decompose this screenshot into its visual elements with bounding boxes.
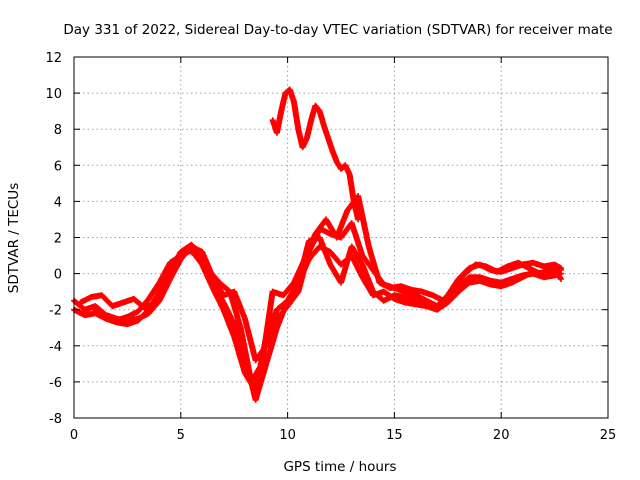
data-point	[359, 252, 376, 272]
data-point	[226, 288, 244, 330]
data-point	[92, 306, 108, 320]
data-point	[237, 324, 254, 384]
y-tick-label: -4	[49, 340, 62, 355]
data-point	[355, 193, 372, 249]
y-tick-label: 10	[45, 87, 62, 102]
data-point	[199, 261, 216, 290]
y-tick-label: -8	[49, 412, 62, 427]
data-point	[346, 171, 357, 203]
data-point	[231, 333, 248, 375]
data-point	[327, 248, 344, 267]
data-point	[252, 335, 269, 394]
data-point	[220, 299, 237, 326]
data-point	[295, 257, 312, 286]
data-series	[71, 86, 564, 403]
x-tick-label: 5	[177, 428, 185, 443]
x-tick-label: 20	[493, 428, 510, 443]
x-axis-ticks: 0 5 10 15 20 25	[70, 57, 616, 443]
data-point	[241, 315, 259, 362]
data-point	[461, 262, 478, 277]
data-point	[284, 280, 301, 304]
data-point	[455, 275, 472, 291]
data-point	[320, 122, 331, 140]
y-tick-label: -2	[49, 304, 62, 319]
data-point	[312, 217, 329, 237]
data-point	[220, 306, 237, 339]
data-point	[167, 253, 183, 266]
x-tick-label: 25	[600, 428, 617, 443]
data-point	[205, 267, 222, 285]
series-trace-e	[269, 86, 362, 223]
data-point	[455, 280, 472, 295]
data-point	[209, 285, 226, 312]
data-point	[280, 280, 297, 299]
y-tick-label: 2	[54, 232, 62, 247]
y-tick-label: 6	[54, 159, 62, 174]
data-point	[434, 300, 450, 313]
data-point	[451, 271, 468, 291]
data-point	[156, 260, 173, 286]
y-tick-label: 12	[45, 51, 62, 66]
data-point	[558, 276, 564, 282]
data-point	[348, 243, 365, 267]
data-point	[188, 247, 205, 267]
data-point	[145, 280, 162, 302]
data-point	[301, 232, 318, 263]
y-axis-label: SDTVAR / TECUs	[6, 183, 22, 293]
chart-title: Day 331 of 2022, Sidereal Day-to-day VTE…	[63, 22, 612, 38]
series-trace-d	[92, 243, 564, 394]
data-point	[135, 307, 151, 324]
data-point	[291, 99, 302, 131]
y-tick-label: 4	[54, 195, 62, 210]
data-point	[312, 102, 322, 114]
x-tick-label: 10	[279, 428, 296, 443]
data-point	[291, 257, 308, 286]
data-point	[231, 288, 248, 321]
x-axis-label: GPS time / hours	[283, 459, 396, 475]
y-axis-ticks: -8 -6 -4 -2 0 2 4 6 8 10 12	[45, 51, 608, 427]
y-tick-label: 0	[54, 268, 62, 283]
x-tick-label: 0	[70, 428, 78, 443]
data-point	[152, 280, 169, 306]
data-point	[216, 279, 232, 294]
y-tick-label: -6	[49, 376, 62, 391]
data-point	[444, 289, 461, 306]
data-point	[348, 220, 365, 258]
data-point	[325, 135, 335, 153]
data-point	[273, 298, 290, 313]
data-point	[355, 216, 362, 223]
data-point	[348, 252, 365, 279]
data-point	[98, 292, 115, 309]
data-point	[558, 267, 564, 273]
data-point	[380, 288, 397, 302]
data-point	[162, 262, 179, 286]
x-tick-label: 15	[386, 428, 403, 443]
data-point	[306, 244, 322, 263]
data-point	[440, 286, 457, 304]
data-point	[135, 296, 151, 315]
data-point	[263, 308, 280, 340]
y-tick-label: 8	[54, 123, 62, 138]
data-point	[359, 274, 376, 298]
data-point	[263, 326, 280, 367]
data-point	[333, 208, 350, 241]
data-point	[365, 243, 383, 285]
